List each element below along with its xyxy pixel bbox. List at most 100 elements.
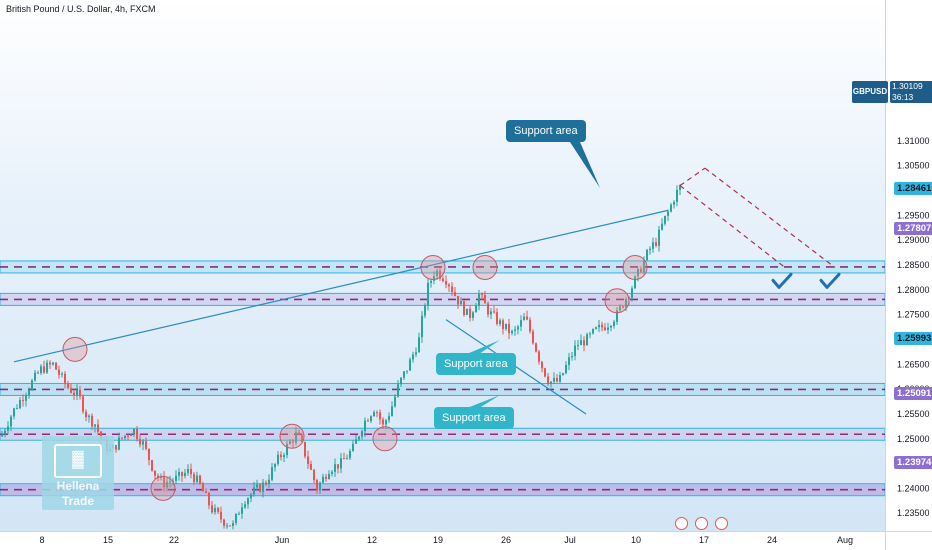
candle <box>472 312 474 318</box>
checkmark-icon <box>771 272 793 289</box>
candle <box>541 361 543 369</box>
candle <box>199 475 201 484</box>
candle <box>226 525 228 527</box>
candle <box>79 389 81 397</box>
candle <box>571 355 573 358</box>
candle <box>1 434 3 437</box>
candle <box>157 475 159 478</box>
candle <box>37 372 39 374</box>
pivot-circle <box>62 336 88 362</box>
candle <box>451 286 453 293</box>
candle <box>82 396 84 412</box>
candle <box>523 316 525 321</box>
projection-line <box>704 167 836 268</box>
candle <box>673 201 675 205</box>
candle <box>463 301 465 315</box>
candle <box>658 229 660 246</box>
candle <box>484 295 486 304</box>
candle <box>70 388 72 393</box>
candle <box>349 450 351 459</box>
candle <box>148 448 150 461</box>
candle <box>262 482 264 492</box>
x-tick-label: Jul <box>564 535 576 545</box>
level-tag-2: 1.27807 <box>894 222 932 235</box>
live-price: 1.30109 <box>892 81 923 91</box>
event-flag-icon[interactable] <box>675 517 688 530</box>
candle <box>298 432 300 435</box>
candle <box>130 434 132 436</box>
candle <box>238 513 240 515</box>
candle <box>16 408 18 410</box>
callout-pointer <box>570 142 600 188</box>
candle <box>460 301 462 305</box>
candle <box>7 426 9 431</box>
candle <box>568 357 570 365</box>
candle <box>469 308 471 318</box>
candle <box>205 491 207 493</box>
callout-pointer <box>462 340 500 356</box>
candle <box>28 390 30 396</box>
candle <box>574 345 576 356</box>
candle <box>22 399 24 401</box>
pivot-circle <box>150 475 176 501</box>
candle <box>133 428 135 435</box>
candle <box>193 474 195 483</box>
candle <box>607 327 609 330</box>
candle <box>331 471 333 474</box>
candle <box>547 376 549 384</box>
x-tick-label: 8 <box>39 535 44 545</box>
candle <box>190 468 192 475</box>
time-axis-divider <box>0 531 932 532</box>
pivot-circle <box>279 423 305 449</box>
candle <box>34 372 36 381</box>
candle <box>595 327 597 329</box>
candle <box>499 320 501 324</box>
chart-title: British Pound / U.S. Dollar, 4h, FXCM <box>6 4 156 14</box>
candle <box>196 475 198 483</box>
candle <box>430 280 432 283</box>
x-tick-label: 15 <box>103 535 113 545</box>
trendline <box>445 319 587 415</box>
candle <box>280 454 282 458</box>
y-tick-label: 1.31000 <box>897 136 930 146</box>
checkmark-icon <box>819 272 841 289</box>
candle <box>637 268 639 277</box>
candle <box>619 306 621 311</box>
candle <box>556 377 558 382</box>
candle <box>664 215 666 224</box>
candle <box>604 327 606 330</box>
trendline <box>13 209 669 363</box>
level-tag-1: 1.28461 <box>894 182 932 195</box>
candle <box>400 377 402 385</box>
candle <box>403 371 405 378</box>
candle <box>661 223 663 230</box>
candle <box>151 460 153 471</box>
candle <box>223 519 225 526</box>
candle <box>433 276 435 281</box>
y-tick-label: 1.30500 <box>897 161 930 171</box>
candle <box>436 270 438 277</box>
candle <box>550 381 552 384</box>
candle <box>388 415 390 421</box>
candle <box>394 396 396 407</box>
candle <box>145 441 147 449</box>
candle <box>505 323 507 329</box>
candle <box>97 424 99 432</box>
candle <box>316 480 318 491</box>
candle <box>490 311 492 315</box>
candle <box>679 185 681 190</box>
candle <box>643 260 645 273</box>
candle <box>475 305 477 313</box>
bar-countdown: 36:13 <box>892 92 914 102</box>
event-flag-icon[interactable] <box>715 517 728 530</box>
candle <box>61 373 63 375</box>
candle <box>178 471 180 476</box>
candle <box>253 487 255 495</box>
candle <box>328 473 330 479</box>
candle <box>385 420 387 425</box>
y-tick-label: 1.29000 <box>897 235 930 245</box>
candle <box>508 323 510 334</box>
candle <box>514 329 516 331</box>
event-flag-icon[interactable] <box>695 517 708 530</box>
